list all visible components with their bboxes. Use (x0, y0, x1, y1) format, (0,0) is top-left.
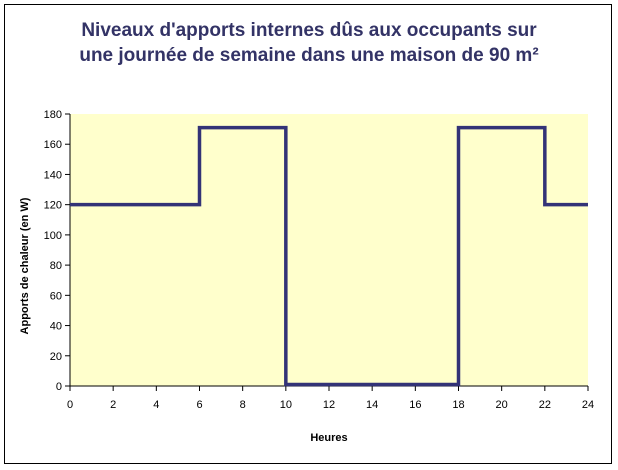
chart-title-line-1: Niveaux d'apports internes dûs aux occup… (81, 20, 537, 41)
x-tick-label: 2 (110, 399, 116, 411)
y-tick-label: 0 (56, 381, 62, 393)
y-axis-title: Apports de chaleur (en W) (19, 197, 31, 334)
x-tick-label: 12 (323, 399, 335, 411)
x-tick-label: 6 (196, 399, 202, 411)
chart-title-line-2: une journée de semaine dans une maison d… (79, 45, 539, 66)
y-axis-ticks: 0 20 40 60 80 100 120 140 160 180 (44, 109, 70, 393)
x-tick-label: 4 (153, 399, 159, 411)
y-tick-label: 80 (50, 260, 62, 272)
y-tick-label: 140 (44, 169, 62, 181)
x-tick-label: 16 (409, 399, 421, 411)
y-tick-label: 120 (44, 200, 62, 212)
y-tick-label: 40 (50, 321, 62, 333)
x-tick-label: 14 (366, 399, 378, 411)
x-tick-label: 0 (67, 399, 73, 411)
x-tick-label: 10 (280, 399, 292, 411)
y-tick-label: 60 (50, 290, 62, 302)
x-tick-label: 18 (452, 399, 464, 411)
series-line (70, 125, 588, 387)
x-axis-ticks: 0 2 4 6 8 10 12 14 16 18 20 22 24 (67, 386, 594, 411)
chart-title: Niveaux d'apports internes dûs aux occup… (0, 18, 618, 68)
x-tick-label: 8 (240, 399, 246, 411)
y-tick-label: 180 (44, 109, 62, 121)
y-tick-label: 100 (44, 230, 62, 242)
x-tick-label: 24 (582, 399, 594, 411)
series-group (70, 125, 588, 387)
y-tick-label: 160 (44, 139, 62, 151)
plot-area (70, 114, 588, 386)
x-tick-label: 20 (496, 399, 508, 411)
x-tick-label: 22 (539, 399, 551, 411)
x-axis-title: Heures (310, 432, 347, 444)
y-tick-label: 20 (50, 351, 62, 363)
